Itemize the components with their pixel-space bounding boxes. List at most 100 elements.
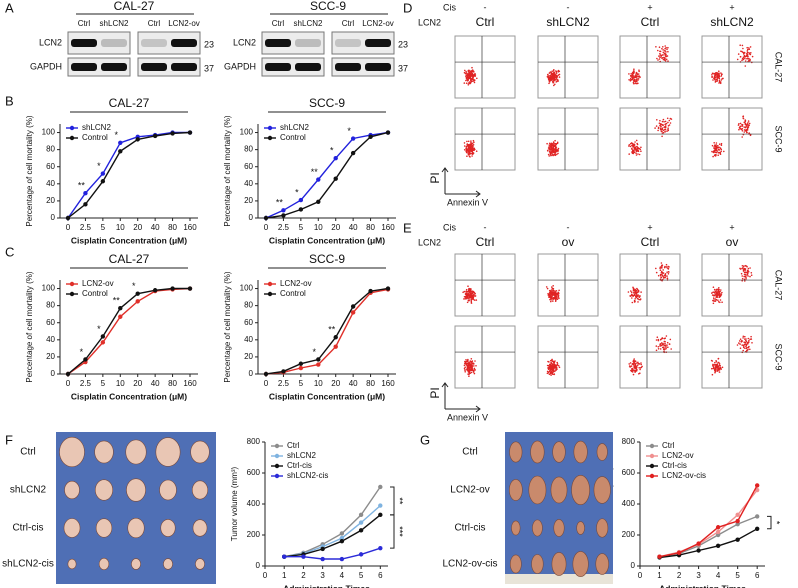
legend-label: shLCN2 <box>82 123 111 132</box>
event-dot <box>750 274 753 277</box>
event-dot <box>466 367 469 370</box>
event-dot <box>632 294 634 297</box>
event-dot <box>554 370 556 373</box>
cis-header: Cis <box>443 2 456 12</box>
x-tick-label: 160 <box>183 223 197 232</box>
axis-arrow <box>441 382 481 413</box>
event-dot <box>469 144 472 147</box>
event-dot <box>713 364 716 366</box>
event-dot <box>713 146 715 148</box>
event-dot <box>714 153 716 156</box>
event-dot <box>745 338 747 340</box>
event-dot <box>463 298 465 300</box>
data-point <box>316 362 321 367</box>
y-tick-label: 80 <box>244 301 253 310</box>
y-tick-label: 80 <box>46 301 55 310</box>
event-dot <box>470 289 472 291</box>
x-tick-label: 5 <box>359 571 364 580</box>
series-line <box>659 528 758 559</box>
lcn2-header: LCN2 <box>418 237 441 247</box>
event-dot <box>664 274 666 277</box>
event-dot <box>719 366 721 369</box>
flow-plot <box>701 107 763 171</box>
legend-marker <box>649 453 655 459</box>
event-dot <box>741 280 743 282</box>
series-line <box>67 131 190 219</box>
event-dot <box>716 77 719 79</box>
significance-label: ** <box>328 325 336 335</box>
event-dot <box>745 124 747 126</box>
band <box>295 39 321 47</box>
event-dot <box>714 72 717 75</box>
lane-label: Ctrl <box>272 19 285 28</box>
y-tick-label: 400 <box>622 499 636 508</box>
event-dot <box>550 75 552 78</box>
x-tick-label: 80 <box>366 379 375 388</box>
blot-box <box>331 31 395 55</box>
event-dot <box>634 141 636 143</box>
band <box>141 63 167 71</box>
event-dot <box>468 147 471 149</box>
flow-plot <box>701 253 763 317</box>
event-dot <box>467 78 469 81</box>
event-dot <box>469 360 472 362</box>
event-dot <box>546 142 548 145</box>
y-tick-label: 400 <box>247 499 261 508</box>
y-tick-label: 20 <box>244 352 253 361</box>
event-dot <box>633 358 635 360</box>
event-dot <box>717 144 719 147</box>
y-axis-label: PI <box>428 172 442 183</box>
event-dot <box>558 289 560 292</box>
photo-row-label: Ctrl-cis <box>454 523 485 534</box>
event-dot <box>749 348 751 351</box>
event-dot <box>548 361 550 363</box>
event-dot <box>742 346 745 349</box>
event-dot <box>466 143 469 145</box>
event-dot <box>466 150 468 152</box>
tumor <box>63 518 81 538</box>
event-dot <box>742 337 744 339</box>
tumor <box>94 440 114 464</box>
event-dot <box>718 79 721 82</box>
event-dot <box>469 72 472 75</box>
legend-marker <box>274 453 280 459</box>
blot-box <box>67 31 131 55</box>
event-dot <box>664 340 666 343</box>
event-dot <box>555 369 557 372</box>
event-dot <box>662 58 665 61</box>
event-dot <box>466 155 468 157</box>
tumor <box>571 474 590 506</box>
x-tick-label: 160 <box>381 223 395 232</box>
event-dot <box>639 368 641 371</box>
x-axis-label: Annexin V <box>447 197 488 207</box>
event-dot <box>470 301 473 303</box>
data-point <box>378 484 383 490</box>
event-dot <box>555 290 558 292</box>
data-point <box>281 213 286 218</box>
panel-label: C <box>5 244 14 259</box>
event-dot <box>738 126 741 129</box>
event-dot <box>719 147 722 150</box>
event-dot <box>745 130 747 132</box>
event-dot <box>474 369 477 371</box>
x-tick-label: 6 <box>378 571 383 580</box>
event-dot <box>718 74 720 76</box>
event-dot <box>634 363 636 366</box>
x-tick-label: 3 <box>320 571 325 580</box>
event-dot <box>720 368 722 370</box>
event-dot <box>636 147 639 150</box>
event-dot <box>471 77 474 79</box>
data-point <box>100 179 106 184</box>
x-axis-label: Cisplatin Concentration (μM) <box>269 235 385 245</box>
event-dot <box>634 371 636 373</box>
event-dot <box>664 276 666 279</box>
event-dot <box>746 52 748 55</box>
data-point <box>333 335 338 340</box>
x-tick-label: 10 <box>116 223 125 232</box>
event-dot <box>467 152 469 154</box>
event-dot <box>660 125 662 128</box>
tumor <box>573 440 588 464</box>
data-point <box>385 130 391 135</box>
data-point <box>65 215 71 221</box>
data-point <box>333 155 338 161</box>
